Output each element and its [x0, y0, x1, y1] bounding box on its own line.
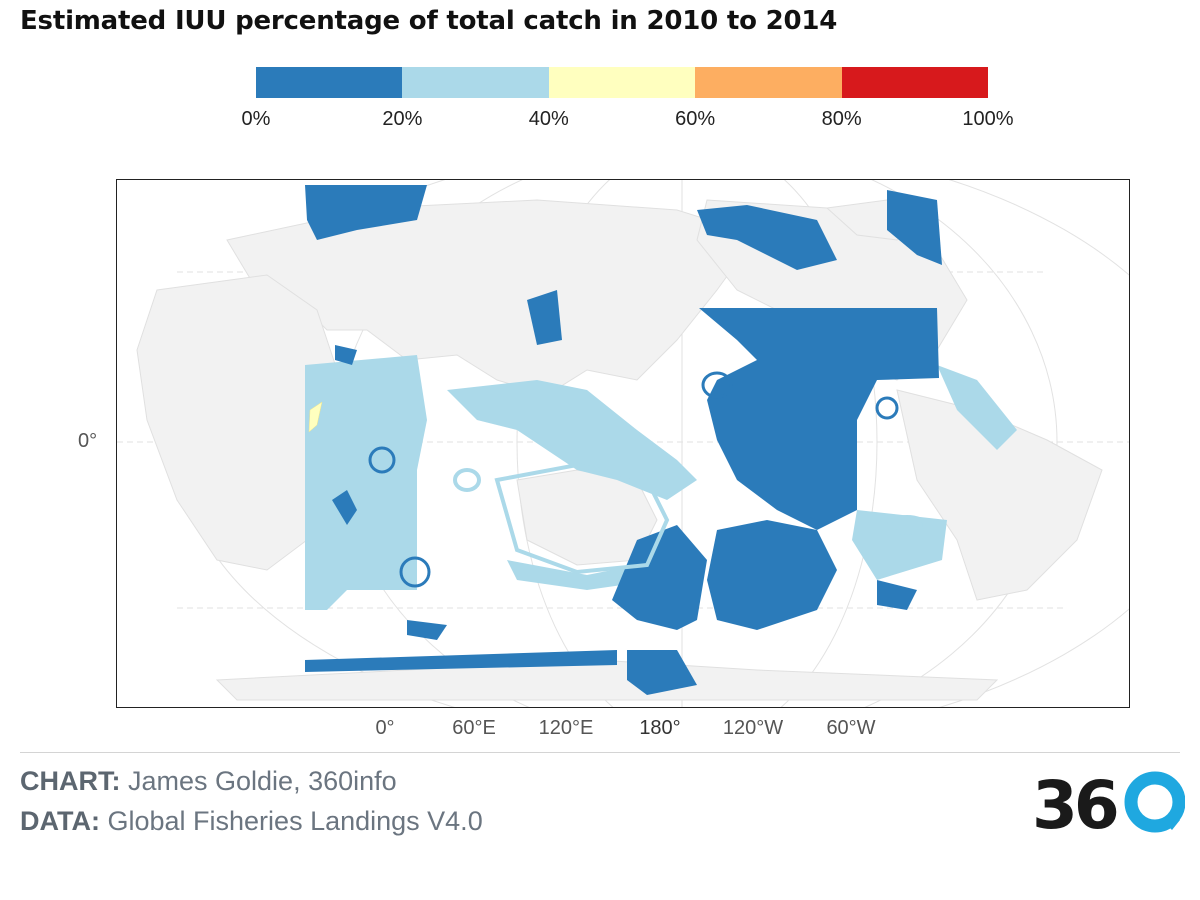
longitude-label-4: 120°W: [722, 717, 784, 739]
legend-tick-4: 80%: [821, 108, 862, 130]
chart-credit-key: CHART:: [20, 766, 121, 796]
legend-swatch-3: [695, 67, 842, 98]
legend-tick-3: 60%: [675, 108, 716, 130]
legend-swatch-1: [402, 67, 549, 98]
world-map: [116, 179, 1130, 708]
coastal-rings: [368, 371, 899, 588]
legend-swatch-0: [256, 67, 403, 98]
longitude-label-1: 60°E: [452, 717, 496, 739]
longitude-label-0: 0°: [375, 717, 395, 739]
catch-cells-dark: [305, 185, 942, 695]
catch-cells-yellow: [308, 401, 323, 433]
360info-logo: 36: [1030, 767, 1186, 844]
latitude-label-equator: 0°: [78, 430, 98, 452]
data-credit-value: Global Fisheries Landings V4.0: [99, 806, 483, 836]
legend-tick-2: 40%: [528, 108, 569, 130]
longitude-label-2: 120°E: [538, 717, 594, 739]
legend-swatch-4: [841, 67, 989, 98]
legend-tick-0: 0%: [241, 108, 271, 130]
longitude-label-5: 60°W: [826, 717, 876, 739]
chart-credit-value: James Goldie, 360info: [120, 766, 397, 796]
footer-divider: [20, 752, 1180, 753]
color-legend: [256, 67, 989, 98]
legend-tick-1: 20%: [382, 108, 423, 130]
coastal-rings-light: [453, 462, 927, 575]
map-canvas: [117, 180, 1129, 707]
legend-tick-labels: 0% 20% 40% 60% 80% 100%: [0, 108, 1200, 138]
data-credit-key: DATA:: [20, 806, 100, 836]
data-credit: DATA: Global Fisheries Landings V4.0: [20, 806, 483, 837]
chart-credit: CHART: James Goldie, 360info: [20, 766, 397, 797]
svg-text:36: 36: [1032, 768, 1117, 836]
longitude-labels: 0° 60°E 120°E 180° 120°W 60°W: [0, 717, 1200, 747]
legend-tick-5: 100%: [962, 108, 1014, 130]
chart-title: Estimated IUU percentage of total catch …: [20, 6, 838, 36]
legend-swatch-2: [548, 67, 696, 98]
longitude-label-3: 180°: [639, 717, 681, 739]
